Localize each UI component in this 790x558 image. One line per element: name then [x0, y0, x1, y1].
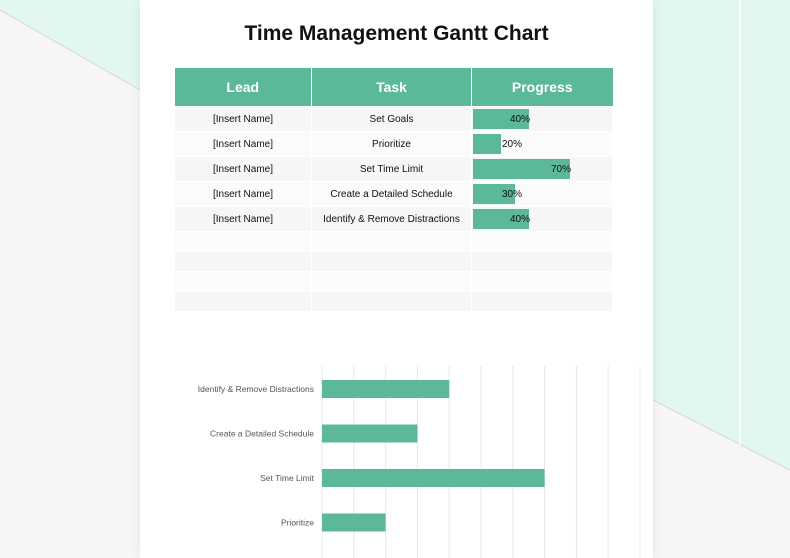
progress-bar — [473, 209, 529, 229]
progress-label: 70% — [551, 163, 572, 175]
empty-cell — [471, 231, 613, 252]
progress-label: 20% — [502, 138, 523, 150]
header-lead: Lead — [174, 68, 312, 107]
category-label: Prioritize — [281, 518, 314, 528]
table-row: [Insert Name] Set Goals 40% — [174, 106, 613, 132]
header-task: Task — [311, 68, 472, 107]
table-row: [Insert Name] Set Time Limit 70% — [174, 156, 613, 182]
progress-label: 40% — [510, 113, 531, 125]
header-progress: Progress — [471, 68, 613, 107]
empty-cell — [174, 271, 312, 292]
empty-cell — [311, 231, 472, 252]
empty-cell — [174, 251, 312, 272]
task-cell: Set Goals — [311, 106, 472, 132]
progress-cell: 40% — [471, 206, 613, 232]
empty-cell — [311, 271, 472, 292]
task-cell: Prioritize — [311, 131, 472, 157]
table-row: [Insert Name] Prioritize 20% — [174, 131, 613, 157]
document-title: Time Management Gantt Chart — [244, 22, 549, 45]
progress-bar — [473, 184, 515, 204]
task-cell: Create a Detailed Schedule — [311, 181, 472, 207]
table-row: [Insert Name] Identify & Remove Distracti… — [174, 206, 613, 232]
empty-cell — [311, 291, 472, 312]
background-mint-panel-right — [653, 0, 790, 470]
category-label: Set Time Limit — [260, 473, 314, 483]
document-page: Time Management Gantt Chart Lead Task Pr… — [140, 0, 653, 558]
gantt-table: Lead Task Progress [Insert Name] Set Goal… — [174, 68, 613, 312]
table-header-row: Lead Task Progress — [174, 68, 613, 107]
progress-label: 30% — [502, 188, 523, 200]
category-label: Create a Detailed Schedule — [210, 429, 314, 439]
empty-cell — [471, 271, 613, 292]
progress-cell: 30% — [471, 181, 613, 207]
lead-cell: [Insert Name] — [174, 206, 312, 232]
empty-cell — [471, 251, 613, 272]
progress-cell: 70% — [471, 156, 613, 182]
empty-table-row — [174, 251, 613, 272]
lead-cell: [Insert Name] — [174, 156, 312, 182]
progress-cell: 20% — [471, 131, 613, 157]
bar — [322, 513, 386, 532]
empty-cell — [174, 231, 312, 252]
progress-label: 40% — [510, 213, 531, 225]
empty-cell — [174, 291, 312, 312]
empty-table-row — [174, 231, 613, 252]
empty-table-row — [174, 271, 613, 292]
bar — [322, 380, 450, 398]
lead-cell: [Insert Name] — [174, 131, 312, 157]
empty-cell — [471, 291, 613, 312]
bar — [322, 469, 545, 487]
lead-cell: [Insert Name] — [174, 106, 312, 132]
bar — [322, 424, 418, 443]
progress-bar — [473, 109, 529, 129]
background-mint-stripe-left — [0, 0, 140, 90]
task-cell: Set Time Limit — [311, 156, 472, 182]
gantt-bar-chart: Identify & Remove Distractions Create a D… — [198, 366, 641, 558]
category-label: Identify & Remove Distractions — [198, 384, 314, 394]
progress-cell: 40% — [471, 106, 613, 132]
table-row: [Insert Name] Create a Detailed Schedule 3… — [174, 181, 613, 207]
empty-table-row — [174, 291, 613, 312]
lead-cell: [Insert Name] — [174, 181, 312, 207]
progress-bar — [473, 159, 570, 179]
empty-cell — [311, 251, 472, 272]
progress-bar — [473, 134, 501, 154]
task-cell: Identify & Remove Distractions — [311, 206, 472, 232]
